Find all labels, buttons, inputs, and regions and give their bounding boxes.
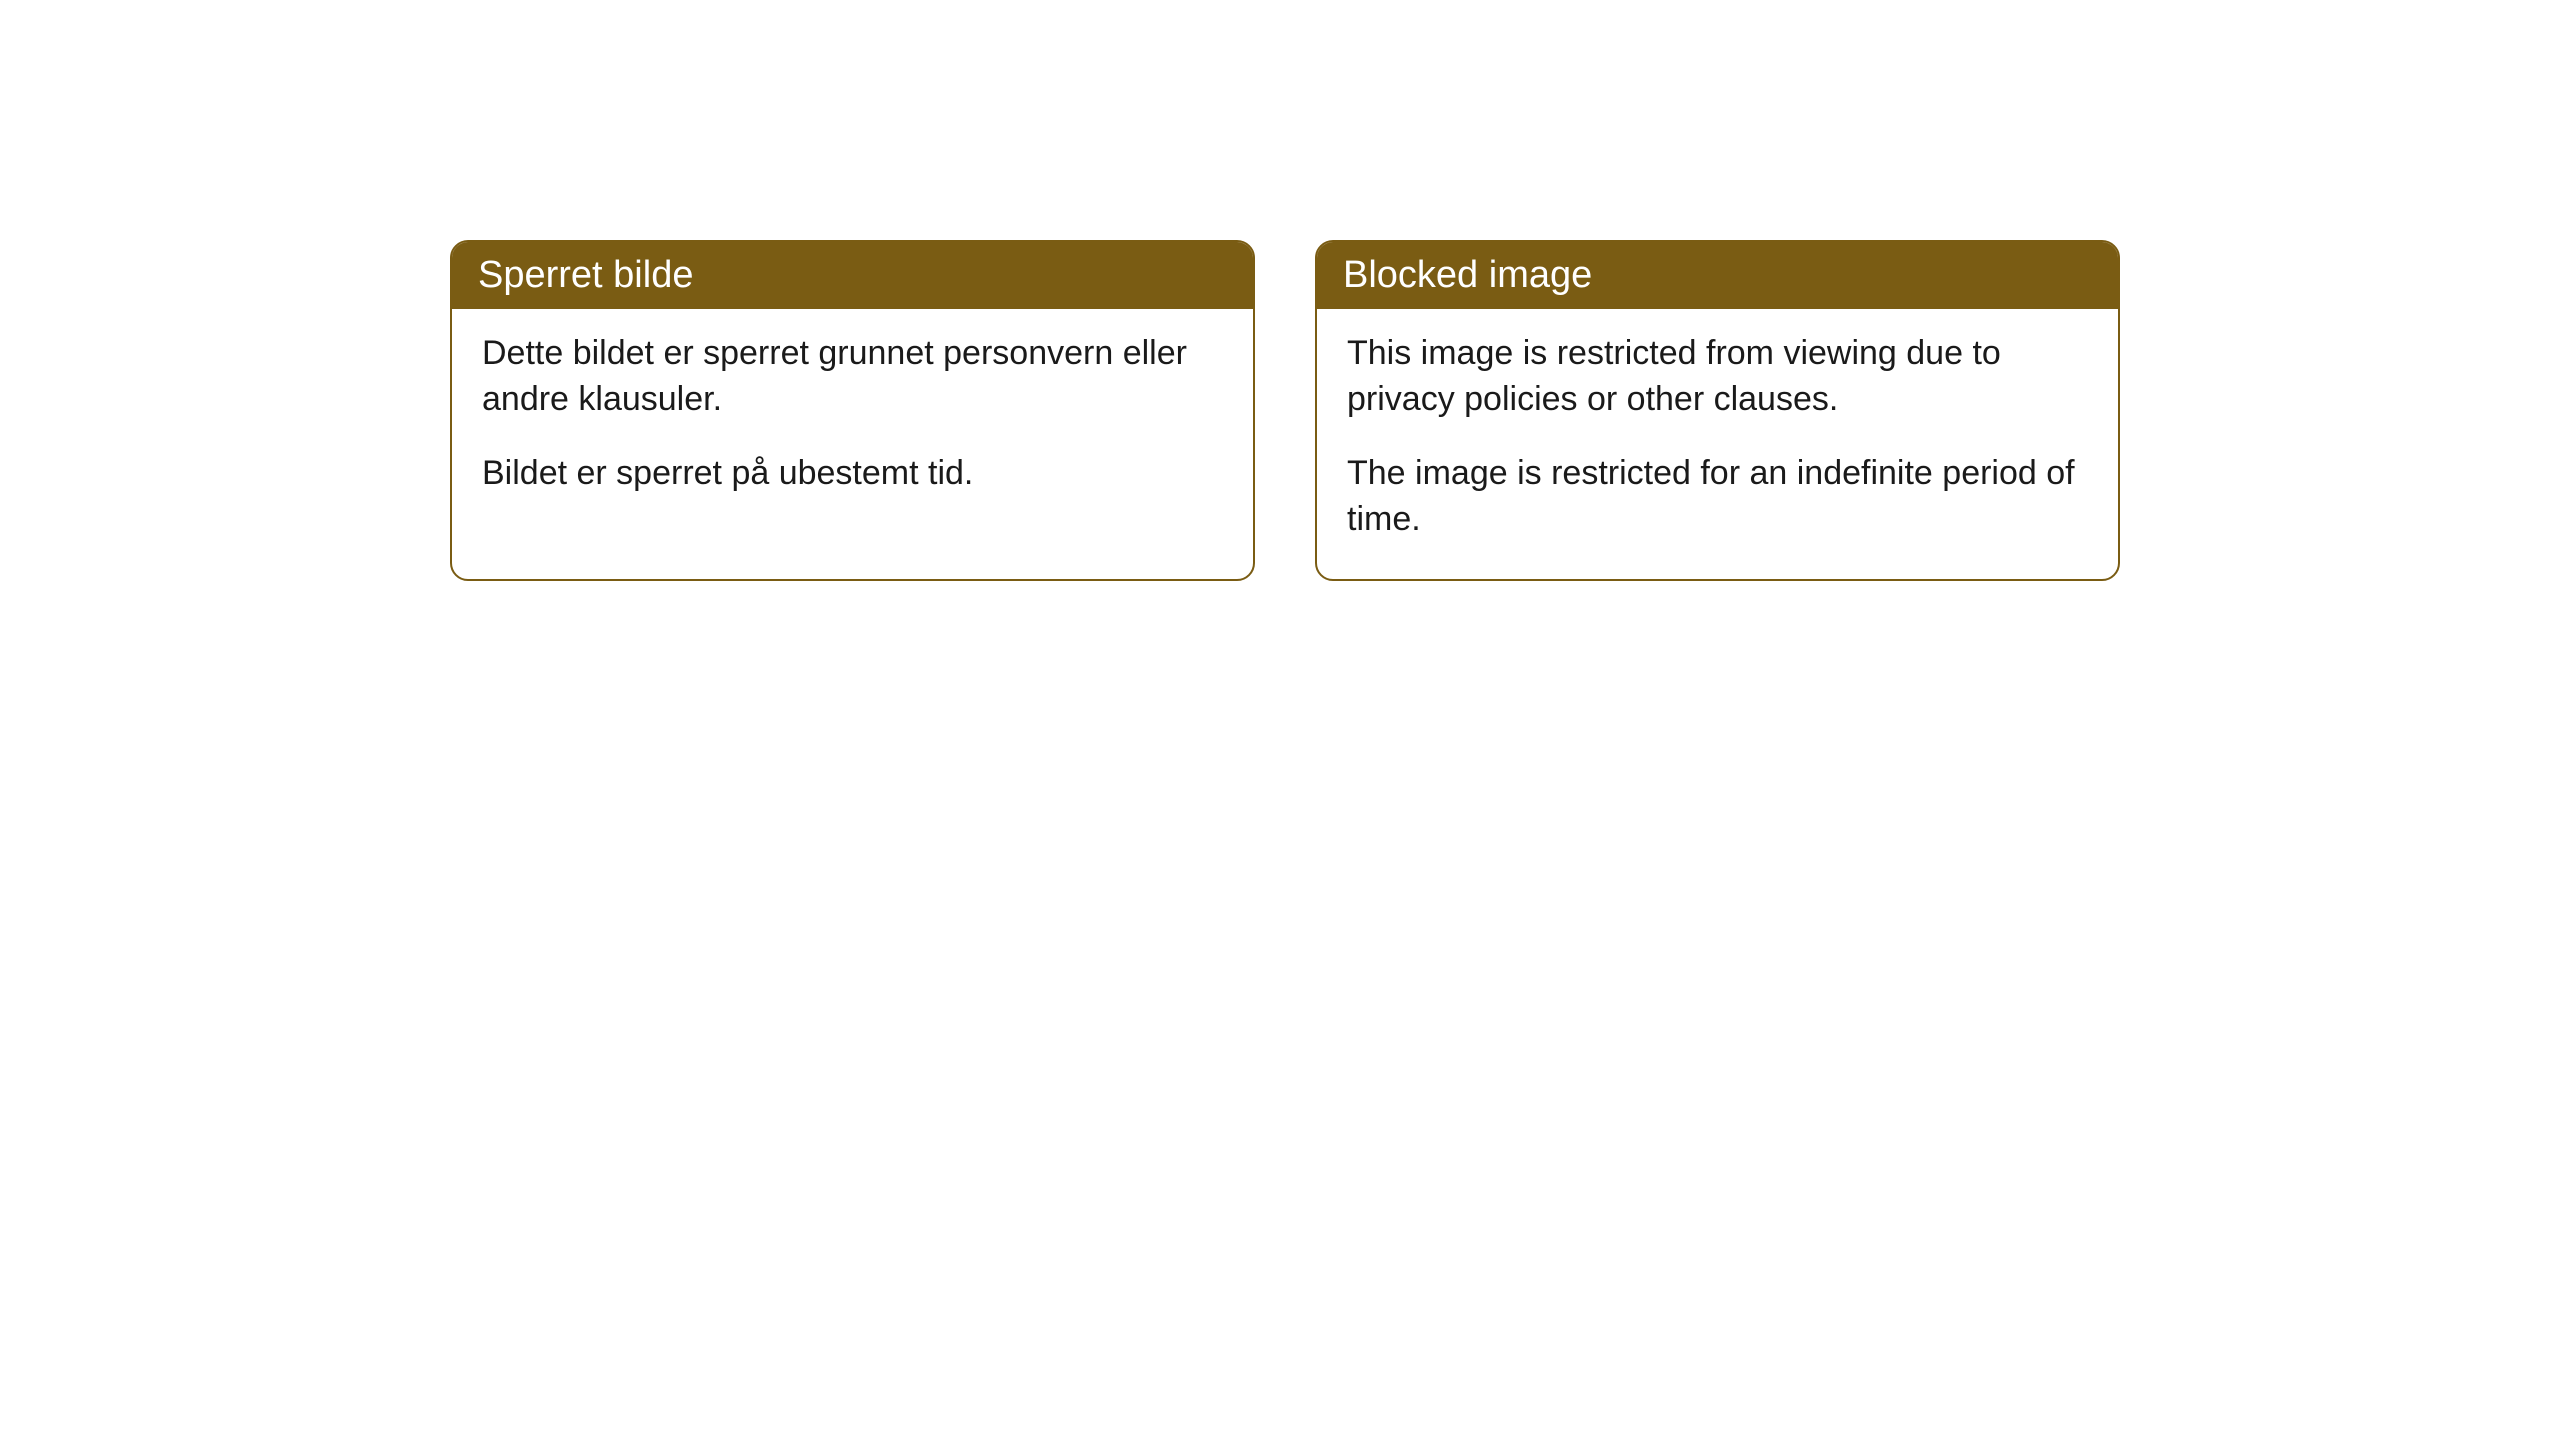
- paragraph-2-english: The image is restricted for an indefinit…: [1347, 451, 2088, 543]
- cards-container: Sperret bilde Dette bildet er sperret gr…: [0, 0, 2560, 581]
- card-body-english: This image is restricted from viewing du…: [1317, 309, 2118, 579]
- card-norwegian: Sperret bilde Dette bildet er sperret gr…: [450, 240, 1255, 581]
- card-english: Blocked image This image is restricted f…: [1315, 240, 2120, 581]
- card-header-english: Blocked image: [1317, 242, 2118, 309]
- paragraph-1-english: This image is restricted from viewing du…: [1347, 331, 2088, 423]
- paragraph-2-norwegian: Bildet er sperret på ubestemt tid.: [482, 451, 1223, 497]
- card-header-norwegian: Sperret bilde: [452, 242, 1253, 309]
- card-body-norwegian: Dette bildet er sperret grunnet personve…: [452, 309, 1253, 533]
- paragraph-1-norwegian: Dette bildet er sperret grunnet personve…: [482, 331, 1223, 423]
